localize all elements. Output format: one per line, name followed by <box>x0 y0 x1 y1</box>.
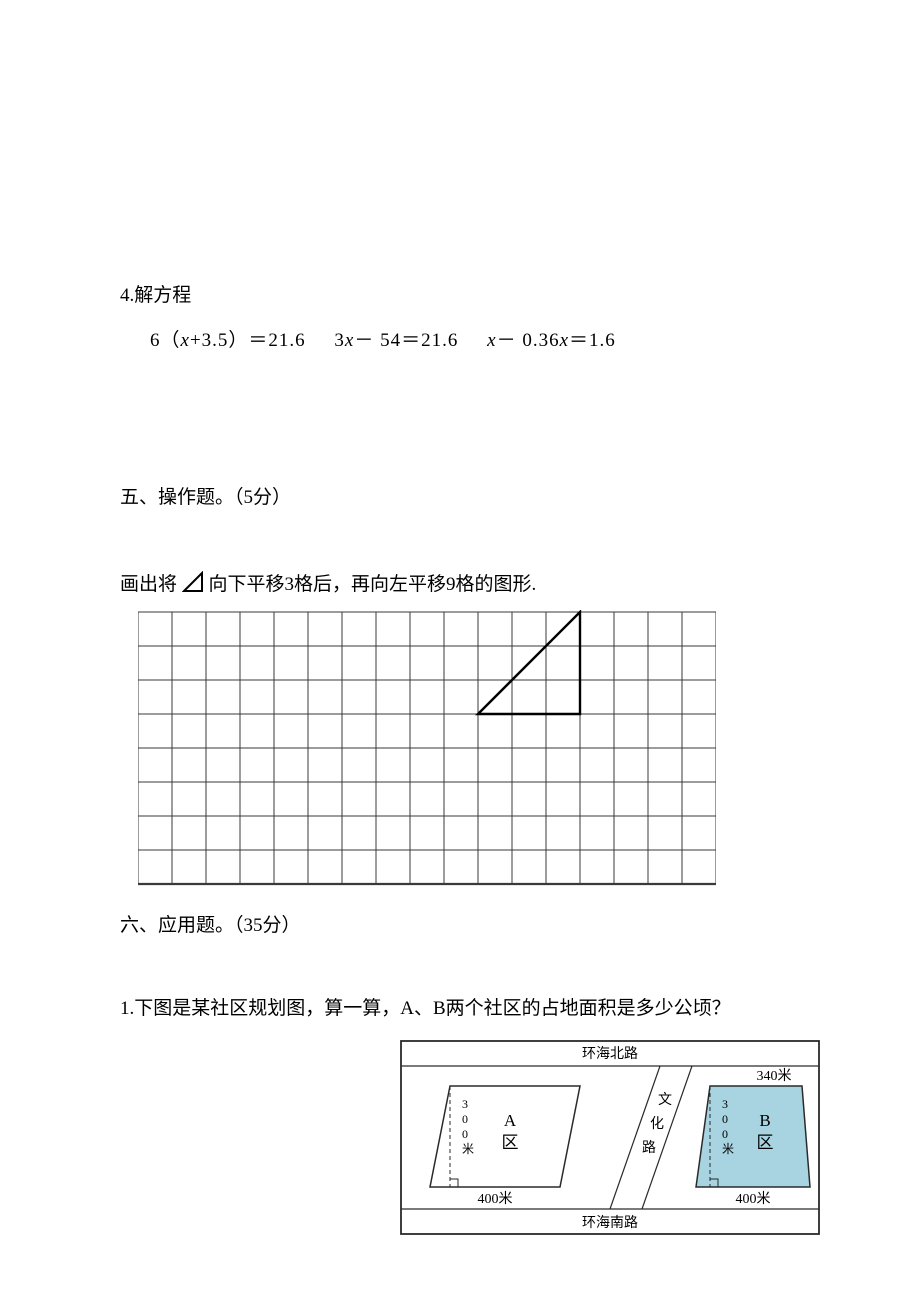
triangle-icon <box>182 571 204 593</box>
svg-text:340米: 340米 <box>757 1068 792 1084</box>
svg-text:文: 文 <box>658 1092 672 1108</box>
svg-text:区: 区 <box>757 1133 774 1152</box>
eq1-b: +3.5）＝21.6 <box>190 330 306 351</box>
eq2-a: 3 <box>334 330 345 351</box>
svg-text:区: 区 <box>502 1133 519 1152</box>
svg-text:400米: 400米 <box>478 1191 513 1207</box>
eq2-b: － 54＝21.6 <box>354 330 458 351</box>
eq1-a: 6（ <box>150 330 181 351</box>
svg-text:米: 米 <box>722 1142 734 1156</box>
q4-title: 4.解方程 <box>120 280 800 307</box>
eq3-var1: x <box>487 330 496 351</box>
svg-text:3: 3 <box>722 1097 728 1111</box>
svg-text:400米: 400米 <box>736 1191 771 1207</box>
svg-text:0: 0 <box>722 1127 728 1141</box>
eq2-var: x <box>345 330 354 351</box>
section6-q1: 1.下图是某社区规划图，算一算，A、B两个社区的占地面积是多少公顷？ <box>120 993 800 1020</box>
plan-figure: 环海北路环海南路文化路300米A区400米300米B区340米400米 <box>400 1040 800 1235</box>
svg-text:3: 3 <box>462 1097 468 1111</box>
svg-text:0: 0 <box>462 1127 468 1141</box>
eq3-a: － 0.36 <box>497 330 560 351</box>
q4-equations: 6（x+3.5）＝21.6 3x－ 54＝21.6 x－ 0.36x＝1.6 <box>120 325 800 352</box>
svg-text:0: 0 <box>722 1112 728 1126</box>
section5-heading: 五、操作题。（5分） <box>120 482 800 509</box>
eq3-var2: x <box>560 330 569 351</box>
svg-text:路: 路 <box>642 1140 656 1156</box>
svg-text:米: 米 <box>462 1142 474 1156</box>
eq3-b: ＝1.6 <box>569 330 616 351</box>
instr-b: 向下平移3格后，再向左平移9格的图形. <box>209 574 537 595</box>
grid-figure <box>138 610 800 900</box>
section6-heading: 六、应用题。（35分） <box>120 910 800 937</box>
eq1-var: x <box>181 330 190 351</box>
svg-text:环海南路: 环海南路 <box>582 1215 638 1231</box>
svg-text:A: A <box>504 1111 517 1130</box>
instr-a: 画出将 <box>120 574 177 595</box>
svg-text:化: 化 <box>650 1116 664 1132</box>
section5-instruction: 画出将 向下平移3格后，再向左平移9格的图形. <box>120 569 800 596</box>
svg-text:环海北路: 环海北路 <box>582 1046 638 1062</box>
svg-text:0: 0 <box>462 1112 468 1126</box>
svg-text:B: B <box>759 1111 770 1130</box>
